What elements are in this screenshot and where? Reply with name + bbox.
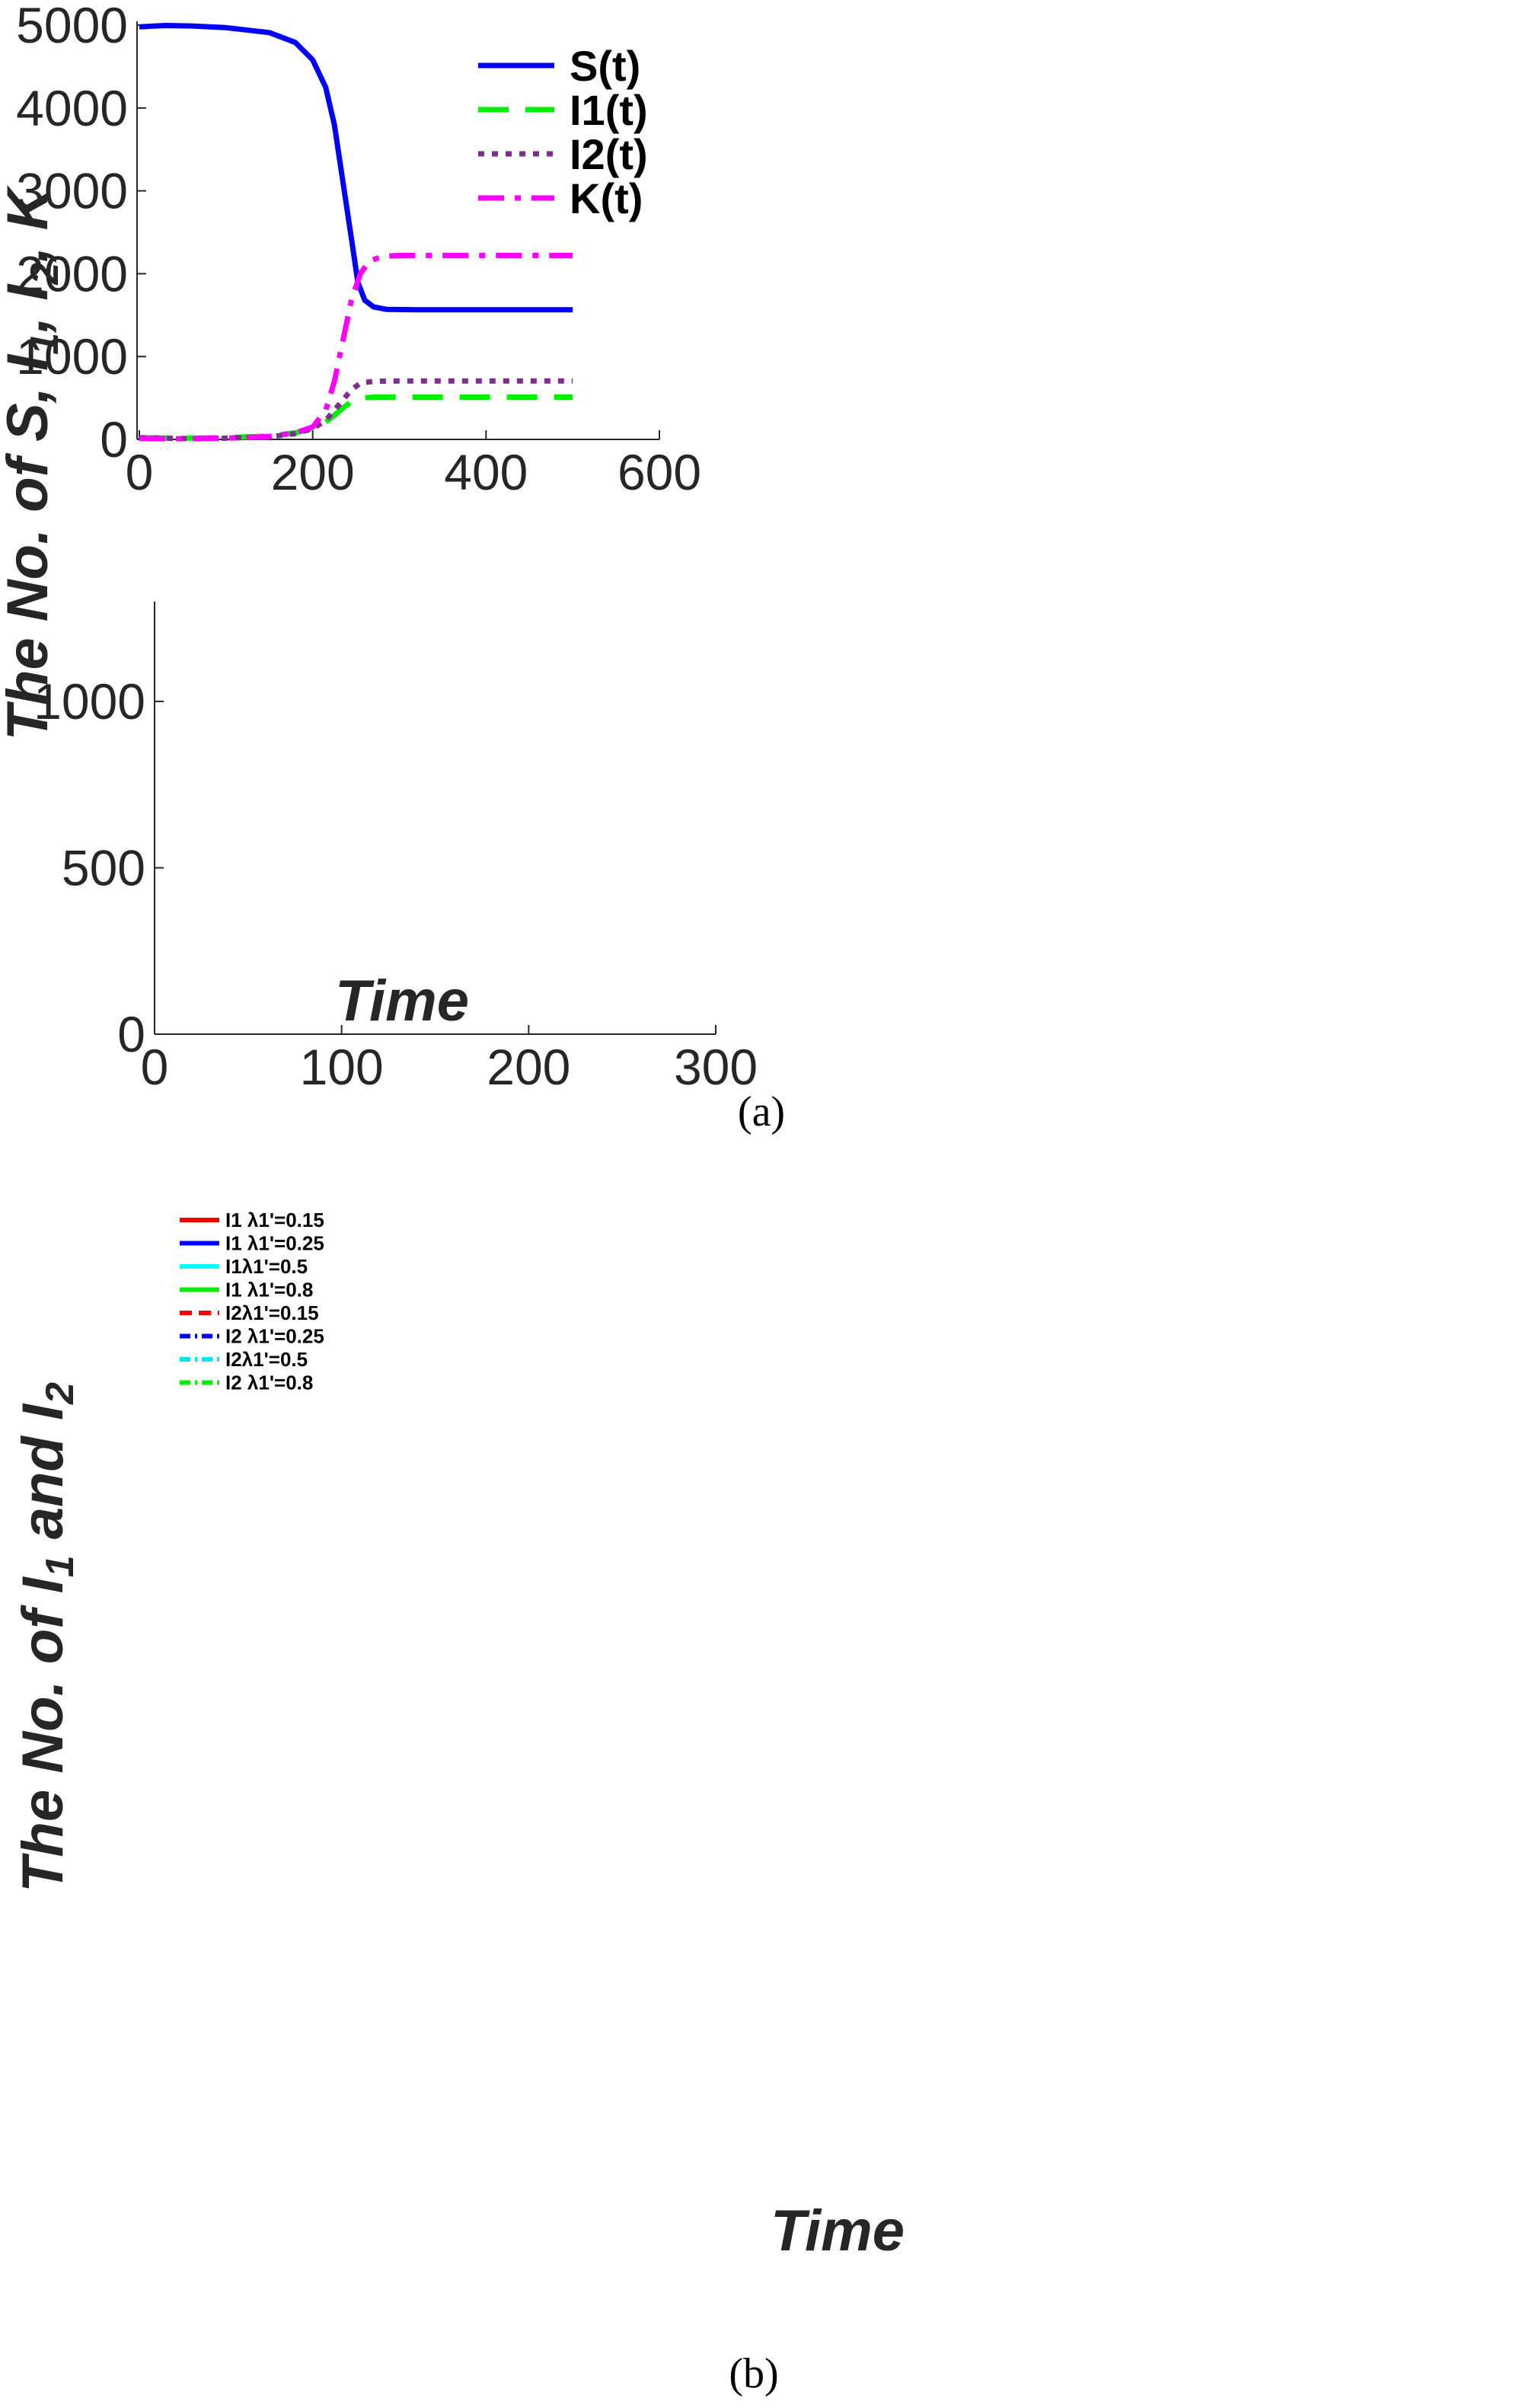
y-tick-label: 1000 bbox=[34, 673, 145, 730]
legend-label: I1 λ1'=0.25 bbox=[225, 1232, 324, 1255]
panel-a-xlabel: Time bbox=[335, 969, 469, 1033]
legend-label: I2 λ1'=0.25 bbox=[225, 1325, 324, 1348]
series-line bbox=[139, 253, 573, 442]
y-tick-label: 0 bbox=[117, 1006, 145, 1062]
series-line bbox=[139, 394, 573, 441]
legend-label: I2λ1'=0.5 bbox=[225, 1348, 308, 1371]
legend-label: I1 λ1'=0.8 bbox=[225, 1279, 313, 1301]
panel-a-ylabel: The No. of S, I1, I2, K bbox=[0, 184, 67, 740]
x-tick-label: 400 bbox=[444, 444, 528, 500]
panel-a-legend: S(t)I1(t)I2(t)K(t) bbox=[478, 42, 648, 222]
panel-b-ylabel: The No. of I1 and I2 bbox=[11, 1382, 82, 1892]
x-tick-label: 0 bbox=[141, 1039, 169, 1095]
x-tick-label: 600 bbox=[618, 444, 701, 500]
legend-label: I2(t) bbox=[570, 130, 648, 178]
legend-label: K(t) bbox=[570, 174, 643, 222]
legend-label: I1 λ1'=0.15 bbox=[225, 1209, 324, 1231]
x-tick-label: 300 bbox=[674, 1039, 758, 1095]
panel-a-ticks: 0 200 400 600 0 1000 2000 3000 4000 5000 bbox=[16, 0, 701, 500]
panel-b-ticks: 0 100 200 300 0 500 1000 bbox=[34, 673, 758, 1095]
series-line bbox=[139, 378, 573, 442]
x-tick-label: 200 bbox=[487, 1039, 570, 1095]
y-tick-label: 4000 bbox=[16, 80, 128, 136]
x-tick-label: 0 bbox=[126, 444, 154, 500]
y-tick-label: 1000 bbox=[16, 328, 128, 385]
legend-label: S(t) bbox=[570, 42, 640, 90]
y-tick-label: 2000 bbox=[16, 245, 128, 302]
x-tick-label: 200 bbox=[271, 444, 355, 500]
panel-b-caption: (b) bbox=[729, 2350, 778, 2397]
legend-label: I1(t) bbox=[570, 86, 648, 134]
y-tick-label: 5000 bbox=[16, 0, 128, 53]
legend-label: I1λ1'=0.5 bbox=[225, 1255, 308, 1278]
x-tick-label: 100 bbox=[300, 1039, 384, 1095]
panel-b-axes bbox=[154, 602, 716, 1035]
panel-b-xlabel: Time bbox=[771, 2199, 905, 2263]
legend-label: I2λ1'=0.15 bbox=[225, 1301, 319, 1324]
panel-a-caption: (a) bbox=[738, 1088, 785, 1135]
y-tick-label: 3000 bbox=[16, 163, 128, 219]
y-tick-label: 500 bbox=[62, 840, 145, 896]
panel-a-series bbox=[139, 23, 573, 442]
y-tick-label: 0 bbox=[100, 411, 128, 468]
series-line bbox=[139, 23, 573, 313]
legend-label: I2 λ1'=0.8 bbox=[225, 1372, 313, 1394]
